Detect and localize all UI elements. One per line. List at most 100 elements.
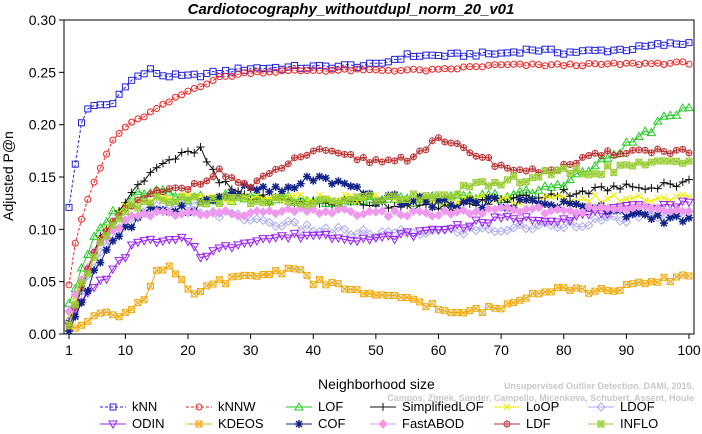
data-point <box>635 158 643 166</box>
data-point <box>209 280 217 288</box>
legend-label: ODIN <box>132 416 165 431</box>
data-point <box>584 202 594 212</box>
data-point <box>485 302 493 310</box>
data-point <box>409 295 417 303</box>
data-point <box>359 193 367 201</box>
data-point <box>65 322 73 330</box>
data-point <box>660 157 668 165</box>
data-point <box>252 237 262 246</box>
data-point <box>422 192 430 200</box>
data-point <box>278 194 286 202</box>
data-point <box>622 161 630 169</box>
data-point <box>672 212 681 221</box>
data-point <box>372 156 380 164</box>
data-point <box>197 83 205 91</box>
data-point <box>654 194 662 202</box>
data-point <box>591 183 600 192</box>
data-point <box>383 211 394 222</box>
data-point <box>396 200 405 209</box>
legend-marker <box>195 403 203 411</box>
data-point <box>416 196 424 204</box>
data-point <box>151 207 162 217</box>
data-point <box>672 273 680 281</box>
data-point <box>333 204 344 214</box>
data-point <box>565 217 575 226</box>
data-point <box>422 303 430 311</box>
data-point <box>566 199 575 208</box>
data-point <box>566 60 574 68</box>
data-point <box>252 214 262 224</box>
data-point <box>372 191 380 199</box>
legend-item-inflo: INFLO <box>588 416 658 431</box>
data-point <box>145 211 156 221</box>
data-point <box>403 294 411 302</box>
data-point <box>71 301 79 309</box>
legend-marker <box>379 403 387 411</box>
data-point <box>341 191 348 199</box>
data-point <box>222 66 230 74</box>
data-point <box>334 199 342 207</box>
data-point <box>547 194 555 201</box>
data-point <box>610 191 618 199</box>
data-point <box>121 83 129 91</box>
data-point <box>458 224 469 234</box>
data-point <box>634 131 644 140</box>
data-point <box>478 192 486 200</box>
data-point <box>384 204 393 213</box>
data-point <box>628 209 637 218</box>
data-point <box>666 179 675 188</box>
data-point <box>252 185 261 194</box>
data-point <box>95 222 106 232</box>
legend-label: kNN <box>132 399 157 414</box>
series-knn <box>65 39 693 211</box>
data-point <box>629 45 637 53</box>
data-point <box>272 194 280 202</box>
data-point <box>502 225 513 236</box>
data-point <box>616 286 624 294</box>
legend-item-ldof: LDOF <box>588 399 655 414</box>
data-point <box>641 185 650 194</box>
data-point <box>433 210 444 220</box>
data-point <box>478 195 487 204</box>
data-point <box>648 197 655 205</box>
data-point <box>234 179 242 187</box>
data-point <box>264 206 275 216</box>
data-point <box>471 225 481 236</box>
data-point <box>96 164 104 172</box>
data-point <box>477 208 488 219</box>
data-point <box>346 182 355 191</box>
data-point <box>289 217 300 227</box>
data-point <box>296 225 306 235</box>
data-point <box>672 182 681 191</box>
data-point <box>654 59 662 67</box>
data-point <box>315 172 324 181</box>
data-point <box>659 178 668 187</box>
data-point <box>215 192 224 201</box>
data-point <box>78 279 86 287</box>
data-point <box>572 165 580 173</box>
x-tick-label: 50 <box>368 342 384 358</box>
data-point <box>289 229 300 239</box>
data-point <box>552 204 563 215</box>
data-point <box>490 193 499 202</box>
data-point <box>126 241 137 251</box>
data-point <box>572 200 581 209</box>
data-point <box>684 198 694 208</box>
data-point <box>666 157 674 165</box>
data-point <box>108 236 117 245</box>
data-point <box>334 280 342 288</box>
data-point <box>627 137 638 146</box>
data-point <box>333 234 344 243</box>
data-point <box>621 137 632 146</box>
data-point <box>228 72 236 80</box>
data-point <box>629 146 637 154</box>
data-point <box>128 200 136 208</box>
series-kdeos <box>65 262 693 332</box>
legend-label: FastABOD <box>402 416 464 431</box>
series-ldf <box>65 134 693 331</box>
data-point <box>384 156 392 164</box>
data-point <box>101 217 112 226</box>
data-point <box>678 217 687 226</box>
data-point <box>685 60 693 68</box>
chart-title: Cardiotocography_withoutdupl_norm_20_v01 <box>187 1 515 18</box>
